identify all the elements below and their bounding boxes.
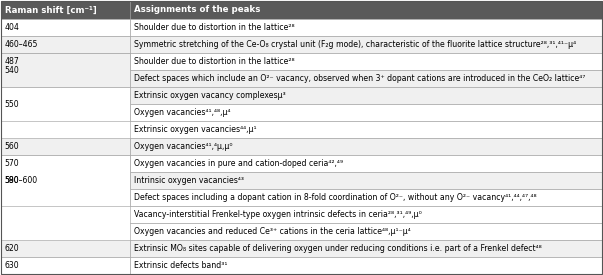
Bar xyxy=(130,104,602,121)
Bar xyxy=(1,53,130,70)
Bar xyxy=(1,1,130,19)
Bar xyxy=(1,138,130,155)
Text: Extrinsic MO₈ sites capable of delivering oxygen under reducing conditions i.e. : Extrinsic MO₈ sites capable of deliverin… xyxy=(134,244,541,254)
Bar xyxy=(1,172,130,189)
Text: 540: 540 xyxy=(5,66,19,75)
Text: 630: 630 xyxy=(5,262,19,270)
Text: Vacancy-interstitial Frenkel-type oxygen intrinsic defects in ceria²⁸,³¹,⁴⁹,µ⁰: Vacancy-interstitial Frenkel-type oxygen… xyxy=(134,210,421,219)
Text: Extrinsic oxygen vacancy complexesµ³: Extrinsic oxygen vacancy complexesµ³ xyxy=(134,91,286,100)
Bar xyxy=(130,257,602,274)
Text: 460–465: 460–465 xyxy=(5,40,38,49)
Bar xyxy=(130,189,602,206)
Text: Oxygen vacancies⁴¹,⁴⁸,µ⁴: Oxygen vacancies⁴¹,⁴⁸,µ⁴ xyxy=(134,108,230,117)
Text: 550: 550 xyxy=(5,100,19,109)
Text: 620: 620 xyxy=(5,244,19,254)
Bar xyxy=(1,87,130,121)
Bar xyxy=(130,121,602,138)
Text: 590–600: 590–600 xyxy=(5,176,38,185)
Bar xyxy=(130,138,602,155)
Bar xyxy=(130,240,602,257)
Text: Oxygen vacancies in pure and cation-doped ceria⁴²,⁴⁹: Oxygen vacancies in pure and cation-dope… xyxy=(134,159,343,168)
Text: 560: 560 xyxy=(5,142,19,151)
Text: Defect spaces including a dopant cation in 8-fold coordination of O²⁻, without a: Defect spaces including a dopant cation … xyxy=(134,193,537,202)
Bar xyxy=(1,53,130,87)
Text: Extrinsic defects band³¹: Extrinsic defects band³¹ xyxy=(134,262,227,270)
Text: 487: 487 xyxy=(5,57,19,66)
Bar xyxy=(1,155,130,206)
Text: 580: 580 xyxy=(5,176,19,185)
Bar xyxy=(130,87,602,104)
Text: Symmetric stretching of the Ce-O₈ crystal unit (F₂g mode), characteristic of the: Symmetric stretching of the Ce-O₈ crysta… xyxy=(134,40,576,49)
Bar xyxy=(130,19,602,36)
Text: Defect spaces which include an O²⁻ vacancy, observed when 3⁺ dopant cations are : Defect spaces which include an O²⁻ vacan… xyxy=(134,74,586,83)
Bar xyxy=(130,70,602,87)
Text: Shoulder due to distortion in the lattice²⁸: Shoulder due to distortion in the lattic… xyxy=(134,23,294,32)
Text: Raman shift [cm⁻¹]: Raman shift [cm⁻¹] xyxy=(5,6,96,14)
Bar xyxy=(1,155,130,172)
Bar xyxy=(1,257,130,274)
Bar xyxy=(130,155,602,172)
Bar xyxy=(130,206,602,223)
Text: 404: 404 xyxy=(5,23,20,32)
Bar xyxy=(130,36,602,53)
Bar xyxy=(130,172,602,189)
Text: Oxygen vacancies and reduced Ce³⁺ cations in the ceria lattice⁴⁸,µ¹⁻µ⁴: Oxygen vacancies and reduced Ce³⁺ cation… xyxy=(134,227,411,236)
Text: Extrinsic oxygen vacancies⁴⁴,µ¹: Extrinsic oxygen vacancies⁴⁴,µ¹ xyxy=(134,125,256,134)
Bar xyxy=(1,19,130,36)
Text: Shoulder due to distortion in the lattice²⁸: Shoulder due to distortion in the lattic… xyxy=(134,57,294,66)
Text: Assignments of the peaks: Assignments of the peaks xyxy=(134,6,260,14)
Text: 570: 570 xyxy=(5,159,19,168)
Bar xyxy=(1,240,130,257)
Text: Oxygen vacancies⁴¹,⁴µ,µ⁰: Oxygen vacancies⁴¹,⁴µ,µ⁰ xyxy=(134,142,232,151)
Bar xyxy=(130,53,602,70)
Bar xyxy=(130,1,602,19)
Bar xyxy=(1,36,130,53)
Bar xyxy=(130,223,602,240)
Text: Intrinsic oxygen vacancies⁴³: Intrinsic oxygen vacancies⁴³ xyxy=(134,176,244,185)
